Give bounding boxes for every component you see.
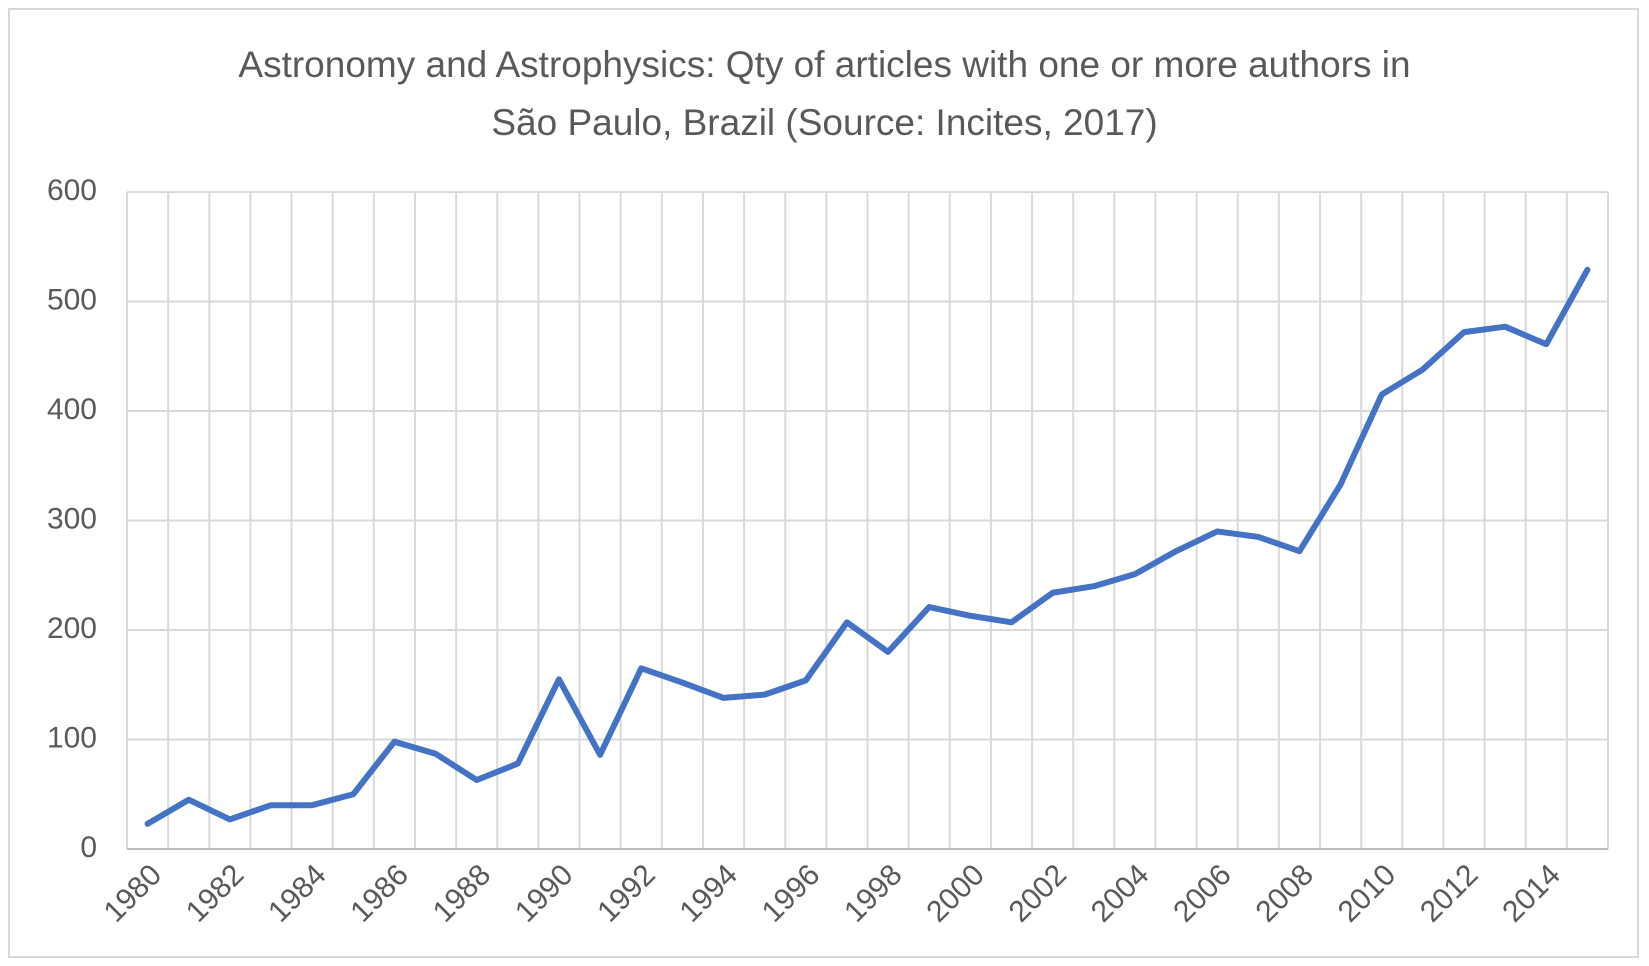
y-tick-label: 400 — [47, 393, 97, 426]
data-line — [144, 266, 1591, 827]
title-box: Astronomy and Astrophysics: Qty of artic… — [0, 36, 1649, 152]
y-tick-label: 500 — [47, 283, 97, 316]
x-tick-label: 1986 — [344, 858, 415, 929]
x-tick-label: 1998 — [838, 858, 909, 929]
x-tick-label: 2010 — [1332, 858, 1403, 929]
y-tick-label: 0 — [80, 831, 97, 864]
y-tick-label: 300 — [47, 502, 97, 535]
x-tick-label: 1994 — [674, 858, 745, 929]
x-tick-label: 2008 — [1249, 858, 1320, 929]
x-tick-label: 2004 — [1085, 858, 1156, 929]
x-tick-label: 1980 — [98, 858, 169, 929]
x-tick-label: 2006 — [1167, 858, 1238, 929]
x-tick-label: 2000 — [920, 858, 991, 929]
y-tick-label: 200 — [47, 612, 97, 645]
x-tick-label: 1982 — [180, 858, 251, 929]
x-tick-label: 2002 — [1003, 858, 1074, 929]
x-tick-label: 1992 — [591, 858, 662, 929]
chart-title: Astronomy and Astrophysics: Qty of artic… — [238, 44, 1411, 143]
x-tick-label: 1996 — [756, 858, 827, 929]
x-tick-label: 2014 — [1496, 858, 1567, 929]
x-tick-label: 1990 — [509, 858, 580, 929]
chart-frame — [8, 8, 1639, 958]
x-tick-label: 1988 — [427, 858, 498, 929]
x-tick-label: 1984 — [262, 858, 333, 929]
y-tick-label: 600 — [47, 174, 97, 207]
x-tick-label: 2012 — [1414, 858, 1485, 929]
y-tick-label: 100 — [47, 721, 97, 754]
